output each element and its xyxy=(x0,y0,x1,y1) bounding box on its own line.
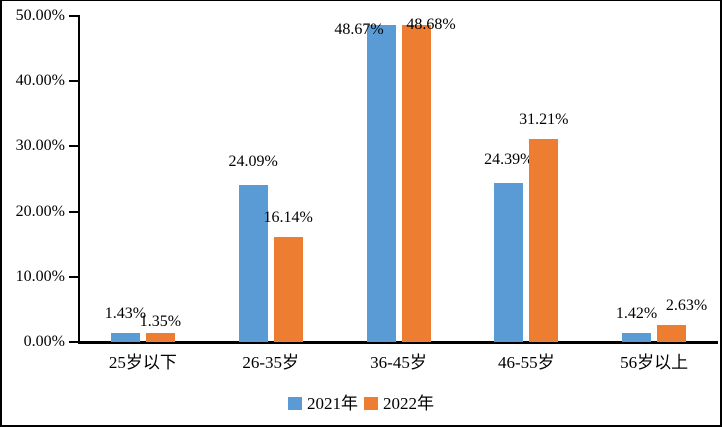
bar-value-label: 16.14% xyxy=(263,208,313,226)
y-tick xyxy=(69,210,78,213)
bar-2022年-36-45岁 xyxy=(401,24,431,342)
x-category-label: 46-55岁 xyxy=(497,353,555,372)
bar-value-label: 2.63% xyxy=(665,296,708,314)
bar-2022年-46-55岁 xyxy=(529,138,559,342)
y-axis-line xyxy=(78,15,80,344)
bar-2021年-46-55岁 xyxy=(494,182,524,342)
y-tick-label: 10.00% xyxy=(15,267,65,285)
bar-2021年-26-35岁 xyxy=(238,184,268,342)
legend-label: 2021年 xyxy=(307,394,358,413)
x-category-label: 26-35岁 xyxy=(242,353,300,372)
bar-value-label: 1.35% xyxy=(139,313,182,331)
bar-2021年-56岁以上 xyxy=(622,332,652,342)
x-category-label: 36-45岁 xyxy=(370,353,427,372)
y-tick xyxy=(69,80,78,83)
bar-value-label: 48.68% xyxy=(406,15,456,33)
bar-value-label: 1.43% xyxy=(104,304,147,322)
x-category-label: 56岁以上 xyxy=(620,353,689,372)
legend-swatch-icon xyxy=(288,397,302,410)
bar-value-label: 31.21% xyxy=(519,110,569,128)
y-tick-label: 50.00% xyxy=(15,7,65,24)
y-tick xyxy=(69,275,78,278)
bar-value-label: 48.67% xyxy=(334,20,384,38)
bar-2022年-25岁以下 xyxy=(145,333,175,342)
bar-value-label: 24.09% xyxy=(228,152,278,170)
legend-swatch-icon xyxy=(364,397,378,410)
y-tick-label: 40.00% xyxy=(15,72,65,90)
bar-value-label: 24.39% xyxy=(484,150,534,168)
y-tick-label: 20.00% xyxy=(15,202,65,220)
bar-value-label: 1.42% xyxy=(615,304,658,322)
bar-2022年-26-35岁 xyxy=(273,236,303,342)
bar-2021年-25岁以下 xyxy=(110,332,140,342)
legend: 2021年 2022年 xyxy=(2,393,720,415)
y-tick-label: 0.00% xyxy=(23,333,65,350)
x-axis-line xyxy=(78,341,718,344)
y-tick xyxy=(69,145,78,148)
y-tick xyxy=(69,15,78,17)
legend-item-2021年: 2021年 xyxy=(288,393,358,414)
legend-label: 2022年 xyxy=(383,394,434,413)
y-tick xyxy=(69,341,78,343)
y-tick-label: 30.00% xyxy=(15,137,65,155)
bar-2022年-56岁以上 xyxy=(657,324,687,342)
legend-item-2022年: 2022年 xyxy=(364,393,434,414)
x-category-label: 25岁以下 xyxy=(108,353,177,372)
bar-2021年-36-45岁 xyxy=(366,24,396,342)
